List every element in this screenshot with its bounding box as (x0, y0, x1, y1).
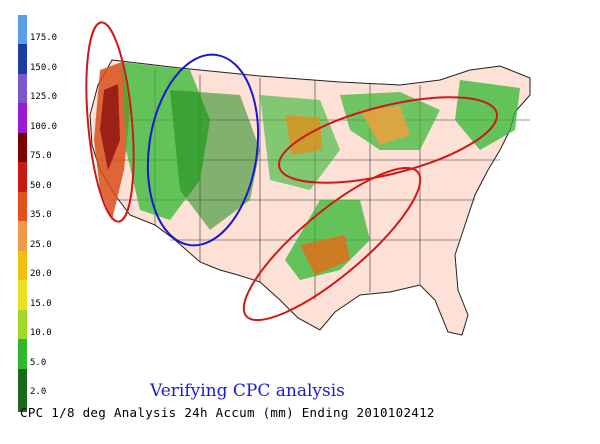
legend-swatch (18, 309, 27, 339)
legend-label: 150.0 (30, 62, 58, 73)
legend-swatch (18, 280, 27, 310)
legend-label: 5.0 (30, 357, 47, 368)
rockies-ellipse (146, 53, 260, 247)
legend-label: 100.0 (30, 121, 58, 132)
legend-swatch (18, 191, 27, 221)
caption-text: Verifying CPC analysis (150, 381, 345, 401)
legend-swatch (18, 339, 27, 369)
annotation-ellipses (85, 21, 498, 322)
legend-label: 25.0 (30, 239, 52, 250)
legend-swatch (18, 44, 27, 74)
southern-plains-ellipse (242, 166, 422, 322)
legend-label: 2.0 (30, 387, 47, 397)
legend-label: 75.0 (30, 151, 52, 161)
legend-label: 15.0 (30, 298, 52, 309)
legend-swatch (18, 368, 27, 398)
legend-swatch (18, 103, 27, 133)
legend-label: 125.0 (30, 92, 58, 102)
legend-label: 175.0 (30, 33, 58, 43)
precip-fields (94, 62, 520, 280)
legend-label: 35.0 (30, 210, 52, 220)
west-coast-ellipse (85, 21, 135, 223)
legend-label: 50.0 (30, 180, 52, 191)
footer-text: CPC 1/8 deg Analysis 24h Accum (mm) Endi… (20, 405, 435, 420)
legend-swatch (18, 221, 27, 251)
legend-label: 20.0 (30, 269, 52, 279)
precip-map (85, 21, 531, 336)
legend-label: 10.0 (30, 328, 52, 338)
legend-swatch (18, 250, 27, 280)
legend-swatch (18, 14, 27, 44)
great-lakes-ellipse (278, 96, 498, 184)
legend-swatch (18, 398, 27, 412)
legend-swatch (18, 162, 27, 192)
legend-swatch (18, 132, 27, 162)
precip-legend: 175.0 150.0 125.0 100.0 75.0 50.0 35.0 25.0 20.0… (0, 0, 60, 415)
legend-swatch (18, 73, 27, 103)
